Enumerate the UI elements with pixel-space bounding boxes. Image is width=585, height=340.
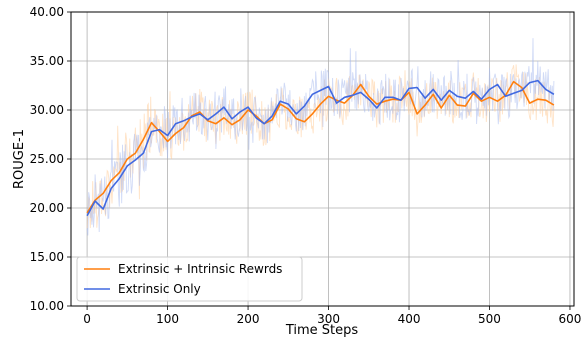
y-tick-label: 30.00 bbox=[30, 103, 64, 117]
x-tick-label: 100 bbox=[156, 312, 179, 326]
series-layer bbox=[86, 79, 555, 217]
y-axis-title: ROUGE-1 bbox=[12, 129, 27, 189]
series-line-extrinsic-only bbox=[86, 79, 555, 217]
y-tick-label: 25.00 bbox=[30, 152, 64, 166]
x-tick-label: 600 bbox=[559, 312, 582, 326]
x-ticks: 0 100 200 300 400 500 600 bbox=[83, 306, 581, 326]
x-tick-label: 0 bbox=[83, 312, 91, 326]
y-tick-label: 40.00 bbox=[30, 5, 64, 19]
x-tick-label: 500 bbox=[478, 312, 501, 326]
y-ticks: 10.00 15.00 20.00 25.00 30.00 35.00 40.00 bbox=[30, 5, 71, 313]
legend-label-extrinsic-intrinsic: Extrinsic + Intrinsic Rewrds bbox=[118, 262, 282, 276]
legend-box bbox=[76, 256, 303, 302]
x-axis-title: Time Steps bbox=[285, 323, 359, 338]
x-tick-label: 400 bbox=[398, 312, 421, 326]
legend-label-extrinsic-only: Extrinsic Only bbox=[118, 282, 201, 296]
y-tick-label: 15.00 bbox=[30, 250, 64, 264]
y-tick-label: 35.00 bbox=[30, 54, 64, 68]
y-tick-label: 20.00 bbox=[30, 201, 64, 215]
y-tick-label: 10.00 bbox=[30, 299, 64, 313]
x-tick-label: 300 bbox=[317, 312, 340, 326]
x-tick-label: 200 bbox=[237, 312, 260, 326]
series-line-extrinsic-intrinsic bbox=[86, 80, 555, 214]
legend: Extrinsic + Intrinsic Rewrds Extrinsic O… bbox=[76, 256, 303, 302]
